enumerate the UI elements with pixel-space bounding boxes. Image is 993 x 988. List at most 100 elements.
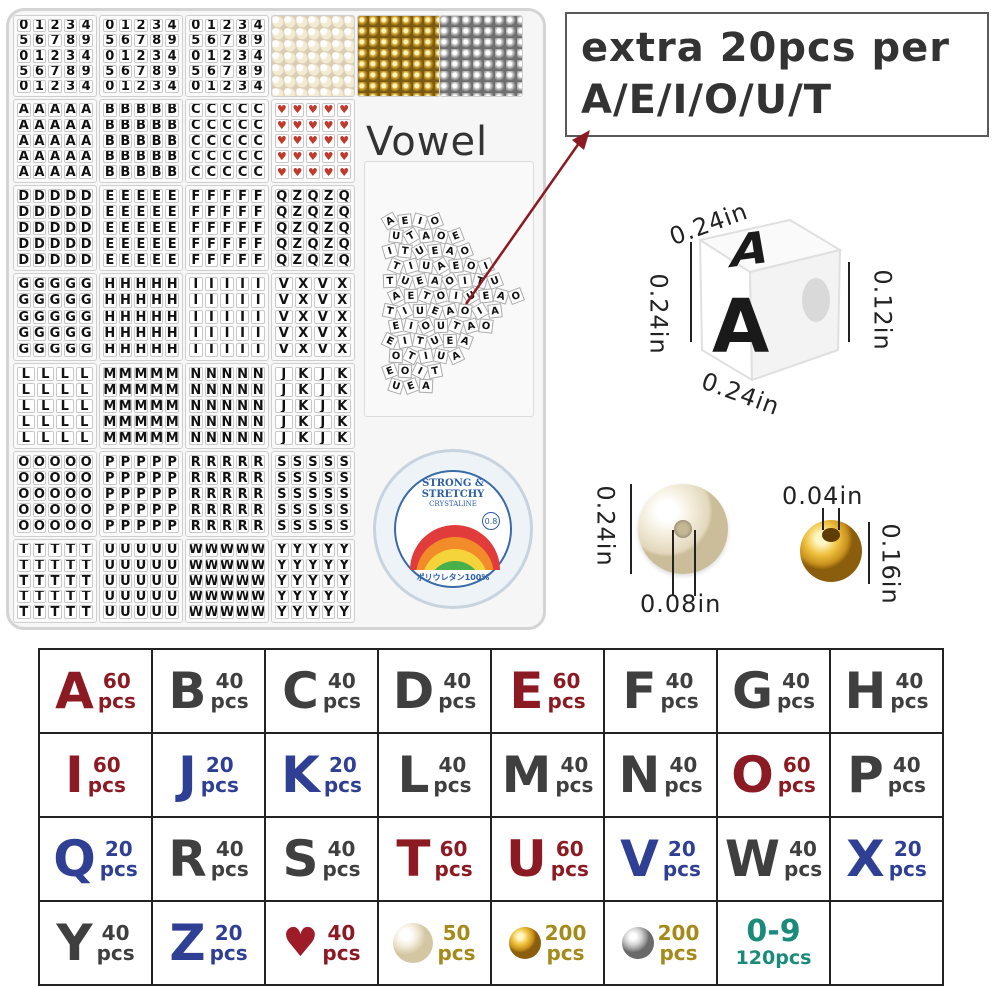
letter-bead: J	[275, 367, 293, 381]
letter-bead: W	[204, 543, 219, 557]
letter-bead: Y	[290, 589, 305, 604]
letter-glyph: Z	[169, 914, 206, 972]
letter-bead: D	[63, 221, 78, 235]
letter-bead: Z	[290, 205, 305, 219]
letter-bead: P	[134, 487, 148, 501]
letter-bead: O	[17, 455, 31, 469]
quantity-unit: pcs	[777, 773, 816, 797]
letter-bead: M	[118, 367, 133, 381]
letter-bead: B	[118, 134, 133, 148]
letter-bead: R	[204, 455, 219, 469]
heart-bead-icon: ♥	[290, 103, 305, 117]
heart-bead-icon: ♥	[321, 103, 336, 117]
letter-bead: H	[165, 326, 179, 341]
letter-bead: C	[204, 165, 219, 179]
letter-bead: D	[17, 253, 31, 267]
letter-bead: F	[235, 205, 250, 219]
quantity-count: 40 pcs	[784, 839, 822, 879]
letter-bead: O	[63, 455, 78, 469]
letter-bead: H	[103, 342, 117, 357]
letter-bead: 1	[118, 49, 133, 63]
letter-bead: T	[79, 558, 93, 573]
letter-bead: M	[149, 367, 164, 381]
letter-bead: F	[251, 189, 265, 203]
letter-bead: A	[32, 149, 47, 164]
letter-bead: W	[220, 589, 234, 604]
letter-bead: Y	[275, 558, 289, 573]
letter-bead: P	[103, 487, 117, 501]
letter-bead: C	[235, 103, 250, 117]
letter-bead: I	[235, 293, 250, 308]
quantity-count: 40 pcs	[777, 671, 815, 711]
letter-glyph: D	[392, 662, 435, 720]
letter-bead: E	[118, 221, 133, 235]
letter-bead: J	[314, 367, 332, 381]
letter-bead: Y	[290, 558, 305, 573]
letter-bead: L	[36, 367, 54, 381]
letter-bead: E	[103, 237, 117, 251]
letter-bead: Y	[321, 605, 336, 619]
letter-bead: S	[337, 503, 351, 517]
letter-bead: G	[32, 326, 47, 341]
letter-bead: A	[79, 134, 93, 148]
letter-bead: O	[32, 487, 47, 501]
gold-compartment	[357, 15, 441, 97]
heart-bead-icon: ♥	[275, 149, 289, 164]
letter-bead: Z	[290, 189, 305, 203]
quantity-cell: F 40 pcs	[603, 648, 718, 734]
heart-bead-icon: ♥	[321, 134, 336, 148]
letter-bead: T	[32, 558, 47, 573]
quantity-unit: pcs	[99, 857, 138, 881]
letter-bead: I	[189, 309, 203, 325]
letter-bead: U	[103, 605, 117, 619]
letter-bead: 1	[32, 49, 47, 63]
letter-bead: K	[333, 399, 351, 413]
letter-bead: L	[56, 431, 74, 445]
loose-vowel-bead: A	[386, 286, 406, 306]
letter-bead: V	[314, 326, 332, 341]
gold-hole-dimension: 0.04in	[782, 482, 864, 510]
pearl-height-dimension: 0.24in	[591, 485, 620, 567]
quantity-cell: ♥ 40 pcs	[264, 900, 379, 986]
letter-bead: 7	[220, 64, 234, 78]
letter-glyph: C	[282, 662, 319, 720]
letter-bead: H	[165, 277, 179, 292]
pearl-bead-icon	[638, 484, 728, 574]
letter-bead: Z	[321, 189, 336, 203]
letter-bead: S	[290, 503, 305, 517]
quantity-count: 40 pcs	[555, 755, 593, 795]
letter-bead: G	[48, 342, 62, 357]
letter-bead: T	[48, 558, 62, 573]
letter-bead: K	[294, 399, 312, 413]
letter-bead: Y	[306, 589, 320, 604]
letter-bead: 4	[251, 49, 265, 63]
letter-bead: G	[63, 342, 78, 357]
quantity-unit: pcs	[210, 857, 249, 881]
quantity-unit: pcs	[888, 857, 927, 881]
quantity-unit: pcs	[662, 857, 701, 881]
loose-vowel-bead: E	[427, 243, 443, 259]
quantity-cell: Z 20 pcs	[151, 900, 266, 986]
heart-bead-icon: ♥	[275, 118, 289, 133]
letter-bead: 5	[17, 64, 31, 78]
letter-bead: F	[235, 237, 250, 251]
loose-vowel-bead: E	[442, 333, 458, 349]
letter-bead: C	[204, 103, 219, 117]
letter-bead: M	[149, 383, 164, 397]
letter-bead: O	[79, 455, 93, 469]
letter-bead: Q	[337, 221, 351, 235]
heart-bead-icon: ♥	[321, 118, 336, 133]
letter-bead: C	[235, 165, 250, 179]
quantity-count: 40 pcs	[888, 755, 926, 795]
letter-bead: E	[118, 205, 133, 219]
letter-bead: Y	[337, 589, 351, 604]
letter-bead: C	[189, 118, 203, 133]
quantity-count: 60 pcs	[88, 755, 126, 795]
letter-bead: W	[220, 574, 234, 588]
letter-bead: 5	[189, 64, 203, 78]
spool-material-text: ポリウレタン100%	[416, 573, 490, 582]
letter-bead: N	[220, 431, 234, 445]
gold-hole-line-left	[822, 508, 824, 530]
